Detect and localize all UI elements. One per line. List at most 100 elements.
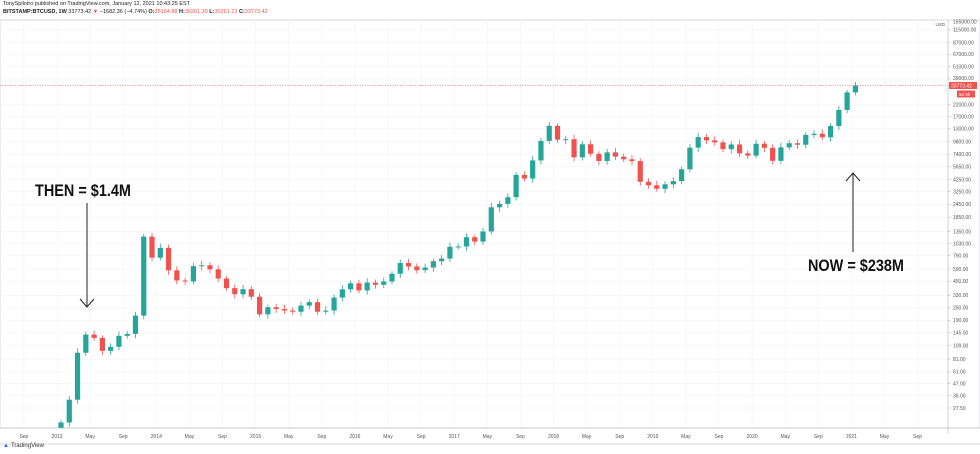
candle — [348, 280, 354, 293]
candle — [695, 132, 701, 152]
open-value: 35164.88 — [154, 9, 178, 15]
close-value: 33773.42 — [244, 9, 268, 15]
change: −1682.36 (−4.74%) — [99, 9, 147, 15]
y-tick-label: 27.50 — [953, 406, 966, 412]
x-tick-label: 2014 — [151, 434, 162, 440]
y-tick-label: 87000.00 — [953, 40, 974, 46]
low-value: 30261.13 — [214, 9, 238, 15]
x-tick-label: 2013 — [51, 434, 62, 440]
x-tick-label: Sep — [417, 434, 426, 440]
candle — [66, 396, 72, 427]
candle — [836, 106, 842, 130]
then-arrowhead — [79, 298, 95, 308]
x-tick-label: Sep — [19, 434, 28, 440]
candle — [554, 123, 561, 143]
candle — [745, 150, 751, 159]
down-arrow-icon: ▼ — [92, 9, 99, 15]
candle — [422, 263, 428, 273]
candle — [563, 135, 569, 144]
candle — [414, 263, 420, 274]
candle — [141, 233, 147, 320]
y-tick-label: 450.00 — [953, 279, 969, 285]
candle — [124, 330, 130, 339]
candle — [588, 140, 594, 157]
x-tick-label: Sep — [317, 434, 326, 440]
candle — [480, 227, 486, 245]
candle — [74, 348, 81, 404]
symbol: BITSTAMP:BTCUSD, 1W — [3, 9, 67, 15]
candle — [132, 311, 139, 339]
x-tick-label: 2016 — [349, 434, 360, 440]
now-arrowhead — [845, 172, 861, 182]
y-tick-label: 17000.00 — [953, 114, 974, 120]
tradingview-logo[interactable]: ▲ TradingView — [3, 443, 44, 449]
candle — [91, 330, 97, 341]
y-tick-label: 155000.00 — [953, 20, 977, 26]
high-value: 36261.39 — [184, 9, 208, 15]
candle — [381, 277, 387, 289]
candle — [389, 271, 395, 285]
candle — [207, 262, 213, 274]
x-tick-label: Sep — [913, 434, 922, 440]
candle — [356, 279, 362, 294]
x-tick-label: Sep — [715, 434, 724, 440]
x-tick-label: May — [185, 434, 195, 440]
candle — [281, 304, 288, 314]
x-tick-label: Sep — [615, 434, 624, 440]
candle — [753, 139, 759, 159]
candle — [430, 258, 436, 272]
open-label: O: — [148, 9, 155, 15]
candle — [405, 258, 412, 271]
x-tick-label: 2021 — [846, 434, 857, 440]
candle — [58, 419, 64, 428]
candle — [736, 140, 743, 158]
y-tick-label: 9800.00 — [953, 139, 971, 145]
candle — [149, 233, 155, 261]
y-tick-label: 1350.00 — [953, 229, 971, 235]
brand-name: TradingView — [10, 443, 44, 449]
candle — [265, 304, 271, 319]
candle — [314, 298, 321, 315]
y-tick-label: 51000.00 — [953, 65, 974, 71]
candle — [852, 81, 858, 96]
candle — [108, 343, 114, 355]
candle — [811, 130, 817, 139]
x-tick-label: May — [582, 434, 592, 440]
candle — [257, 292, 263, 318]
x-tick-label: May — [284, 434, 294, 440]
published-line: TonySpilotro published on TradingView.co… — [3, 1, 191, 7]
candle — [662, 181, 668, 194]
candle — [703, 134, 710, 145]
candle — [339, 285, 345, 302]
candle — [182, 277, 188, 285]
tradingview-icon: ▲ — [3, 443, 9, 449]
candle — [770, 144, 776, 165]
candle — [761, 141, 767, 153]
y-tick-label: 1030.00 — [953, 242, 971, 248]
y-tick-label: 330.00 — [953, 293, 969, 299]
y-tick-label: 590.00 — [953, 267, 969, 273]
low-label: L: — [209, 9, 215, 15]
candle — [612, 148, 619, 160]
candle — [844, 89, 850, 114]
candle — [513, 172, 519, 201]
candle — [505, 193, 511, 208]
candle — [546, 121, 552, 145]
candle — [83, 331, 89, 357]
candle — [803, 132, 809, 149]
x-tick-label: 2017 — [449, 434, 460, 440]
candle — [397, 259, 403, 279]
now-annotation: NOW = $238M — [808, 256, 904, 275]
candle — [728, 140, 734, 154]
y-tick-label: 22000.00 — [953, 103, 974, 109]
x-tick-label: Sep — [218, 434, 227, 440]
y-tick-label: 2450.00 — [953, 202, 971, 208]
candle — [290, 307, 296, 315]
y-tick-label: 36.00 — [953, 394, 966, 400]
y-tick-label: 67000.00 — [953, 52, 974, 58]
y-tick-label: 7400.00 — [953, 152, 971, 158]
candle — [215, 265, 221, 282]
x-tick-label: 2018 — [548, 434, 559, 440]
candle — [521, 171, 527, 182]
